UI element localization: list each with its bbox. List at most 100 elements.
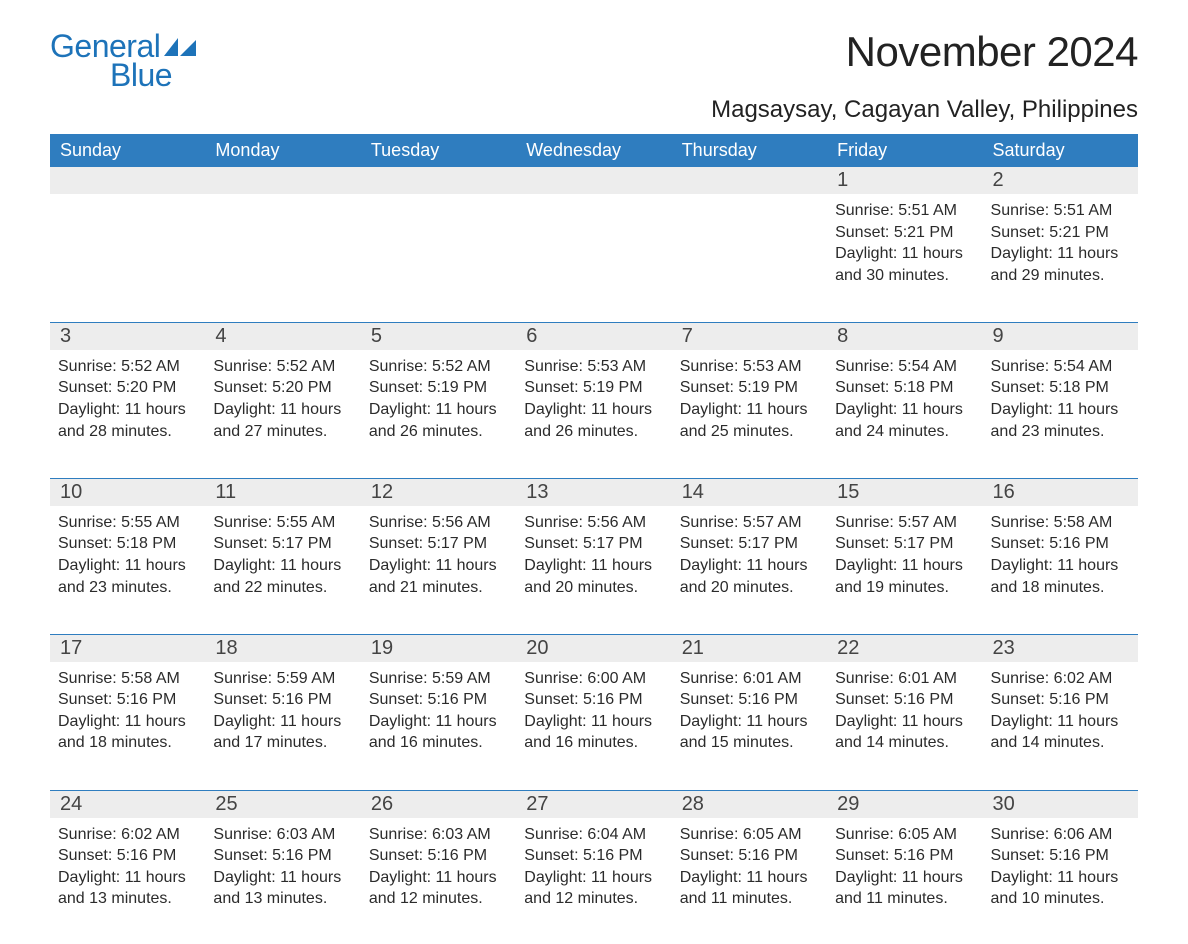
sunset-line: Sunset: 5:17 PM — [524, 533, 661, 555]
day-details: Sunrise: 6:02 AMSunset: 5:16 PMDaylight:… — [50, 818, 205, 916]
sunset-line: Sunset: 5:19 PM — [524, 377, 661, 399]
day-details — [516, 194, 671, 292]
day-details — [672, 194, 827, 292]
daylight-line: Daylight: 11 hours and 16 minutes. — [369, 711, 506, 754]
sunrise-line: Sunrise: 5:54 AM — [991, 356, 1128, 378]
day-details: Sunrise: 6:01 AMSunset: 5:16 PMDaylight:… — [827, 662, 982, 760]
sunrise-line: Sunrise: 5:53 AM — [524, 356, 661, 378]
day-number: 11 — [205, 479, 360, 506]
sunset-line: Sunset: 5:16 PM — [524, 689, 661, 711]
day-details: Sunrise: 5:58 AMSunset: 5:16 PMDaylight:… — [50, 662, 205, 760]
sunrise-line: Sunrise: 5:58 AM — [58, 668, 195, 690]
day-details: Sunrise: 6:04 AMSunset: 5:16 PMDaylight:… — [516, 818, 671, 916]
daylight-line: Daylight: 11 hours and 28 minutes. — [58, 399, 195, 442]
spacer-row — [50, 292, 1138, 322]
sunrise-line: Sunrise: 6:00 AM — [524, 668, 661, 690]
daylight-line: Daylight: 11 hours and 12 minutes. — [524, 867, 661, 910]
sunrise-line: Sunrise: 6:02 AM — [58, 824, 195, 846]
sunrise-line: Sunrise: 6:01 AM — [680, 668, 817, 690]
sunset-line: Sunset: 5:17 PM — [369, 533, 506, 555]
day-number: 22 — [827, 635, 982, 662]
sunrise-line: Sunrise: 5:53 AM — [680, 356, 817, 378]
sunrise-line: Sunrise: 5:59 AM — [213, 668, 350, 690]
day-number: 26 — [361, 791, 516, 818]
day-details: Sunrise: 5:51 AMSunset: 5:21 PMDaylight:… — [827, 194, 982, 292]
day-number: 6 — [516, 323, 671, 350]
day-number: 5 — [361, 323, 516, 350]
sunset-line: Sunset: 5:17 PM — [835, 533, 972, 555]
sunset-line: Sunset: 5:21 PM — [835, 222, 972, 244]
detail-row: Sunrise: 5:55 AMSunset: 5:18 PMDaylight:… — [50, 506, 1138, 604]
day-details: Sunrise: 5:54 AMSunset: 5:18 PMDaylight:… — [827, 350, 982, 448]
day-number: 4 — [205, 323, 360, 350]
sunrise-line: Sunrise: 5:58 AM — [991, 512, 1128, 534]
logo-text-blue: Blue — [110, 57, 198, 94]
daylight-line: Daylight: 11 hours and 20 minutes. — [524, 555, 661, 598]
day-number: 19 — [361, 635, 516, 662]
spacer-row — [50, 448, 1138, 478]
daylight-line: Daylight: 11 hours and 17 minutes. — [213, 711, 350, 754]
sunrise-line: Sunrise: 6:02 AM — [991, 668, 1128, 690]
day-details: Sunrise: 5:53 AMSunset: 5:19 PMDaylight:… — [672, 350, 827, 448]
day-details — [361, 194, 516, 292]
day-header: Monday — [205, 134, 360, 167]
day-number: 17 — [50, 635, 205, 662]
day-header-row: SundayMondayTuesdayWednesdayThursdayFrid… — [50, 134, 1138, 167]
day-number: 14 — [672, 479, 827, 506]
daynum-row: 10111213141516 — [50, 479, 1138, 506]
day-number: 16 — [983, 479, 1138, 506]
day-details: Sunrise: 5:51 AMSunset: 5:21 PMDaylight:… — [983, 194, 1138, 292]
day-number: 25 — [205, 791, 360, 818]
day-details: Sunrise: 6:01 AMSunset: 5:16 PMDaylight:… — [672, 662, 827, 760]
sunset-line: Sunset: 5:18 PM — [835, 377, 972, 399]
day-number: 8 — [827, 323, 982, 350]
daylight-line: Daylight: 11 hours and 15 minutes. — [680, 711, 817, 754]
day-details: Sunrise: 6:03 AMSunset: 5:16 PMDaylight:… — [361, 818, 516, 916]
sunset-line: Sunset: 5:21 PM — [991, 222, 1128, 244]
detail-row: Sunrise: 6:02 AMSunset: 5:16 PMDaylight:… — [50, 818, 1138, 916]
sunset-line: Sunset: 5:16 PM — [991, 689, 1128, 711]
day-number: 27 — [516, 791, 671, 818]
sunset-line: Sunset: 5:16 PM — [213, 689, 350, 711]
location: Magsaysay, Cagayan Valley, Philippines — [711, 96, 1138, 124]
day-details: Sunrise: 6:03 AMSunset: 5:16 PMDaylight:… — [205, 818, 360, 916]
daylight-line: Daylight: 11 hours and 18 minutes. — [58, 711, 195, 754]
sunset-line: Sunset: 5:17 PM — [213, 533, 350, 555]
day-details: Sunrise: 5:58 AMSunset: 5:16 PMDaylight:… — [983, 506, 1138, 604]
day-number: 1 — [827, 167, 982, 194]
day-header: Wednesday — [516, 134, 671, 167]
day-details: Sunrise: 5:57 AMSunset: 5:17 PMDaylight:… — [827, 506, 982, 604]
day-number: 28 — [672, 791, 827, 818]
day-number: 23 — [983, 635, 1138, 662]
daylight-line: Daylight: 11 hours and 16 minutes. — [524, 711, 661, 754]
day-details: Sunrise: 5:57 AMSunset: 5:17 PMDaylight:… — [672, 506, 827, 604]
day-details: Sunrise: 6:02 AMSunset: 5:16 PMDaylight:… — [983, 662, 1138, 760]
day-header: Sunday — [50, 134, 205, 167]
header-row: General Blue November 2024 Magsaysay, Ca… — [50, 28, 1138, 124]
day-number — [50, 167, 205, 194]
sunrise-line: Sunrise: 5:57 AM — [680, 512, 817, 534]
logo: General Blue — [50, 28, 198, 94]
sunset-line: Sunset: 5:20 PM — [58, 377, 195, 399]
sunrise-line: Sunrise: 5:54 AM — [835, 356, 972, 378]
daylight-line: Daylight: 11 hours and 14 minutes. — [991, 711, 1128, 754]
day-number: 9 — [983, 323, 1138, 350]
daylight-line: Daylight: 11 hours and 11 minutes. — [835, 867, 972, 910]
daylight-line: Daylight: 11 hours and 22 minutes. — [213, 555, 350, 598]
day-number — [516, 167, 671, 194]
daynum-row: 3456789 — [50, 323, 1138, 350]
sunset-line: Sunset: 5:16 PM — [680, 689, 817, 711]
day-number: 21 — [672, 635, 827, 662]
day-details: Sunrise: 5:56 AMSunset: 5:17 PMDaylight:… — [361, 506, 516, 604]
daylight-line: Daylight: 11 hours and 26 minutes. — [524, 399, 661, 442]
logo-sail-icon — [162, 36, 198, 58]
daylight-line: Daylight: 11 hours and 12 minutes. — [369, 867, 506, 910]
day-number — [672, 167, 827, 194]
day-details: Sunrise: 5:53 AMSunset: 5:19 PMDaylight:… — [516, 350, 671, 448]
daylight-line: Daylight: 11 hours and 29 minutes. — [991, 243, 1128, 286]
day-number: 7 — [672, 323, 827, 350]
daylight-line: Daylight: 11 hours and 20 minutes. — [680, 555, 817, 598]
daylight-line: Daylight: 11 hours and 13 minutes. — [58, 867, 195, 910]
sunset-line: Sunset: 5:16 PM — [835, 845, 972, 867]
daynum-row: 24252627282930 — [50, 791, 1138, 818]
